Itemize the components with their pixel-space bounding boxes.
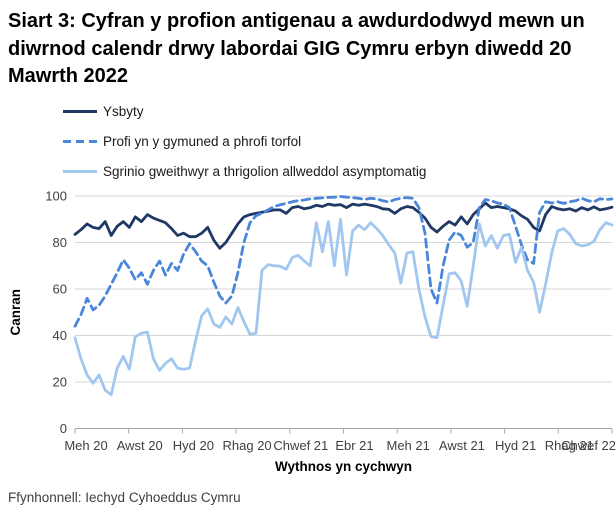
legend-label: Sgrinio gweithwyr a thrigolion allweddol… [103, 163, 427, 179]
x-tick-label: Awst 21 [439, 438, 485, 453]
legend-item-profi-gymuned: Profi yn y gymuned a phrofi torfol [62, 133, 616, 150]
x-tick-label: Meh 20 [64, 438, 107, 453]
y-tick-label: 80 [53, 235, 67, 250]
x-axis-title: Wythnos yn cychwyn [275, 459, 412, 474]
x-tick-label: Hyd 21 [495, 438, 536, 453]
x-tick-label: Hyd 20 [173, 438, 214, 453]
y-tick-label: 40 [53, 328, 67, 343]
y-tick-label: 0 [60, 421, 67, 436]
x-tick-label: Rhag 20 [223, 438, 272, 453]
x-tick-label: Rhag 21 [545, 438, 594, 453]
legend-item-ysbyty: Ysbyty [62, 103, 616, 120]
series-line-profi-gymuned [73, 194, 614, 328]
source-note: Ffynhonnell: Iechyd Cyhoeddus Cymru [8, 489, 241, 505]
legend-swatch-ysbyty [63, 109, 97, 113]
legend-label: Profi yn y gymuned a phrofi torfol [103, 133, 302, 149]
y-tick-label: 60 [53, 281, 67, 296]
legend: Ysbyty Profi yn y gymuned a phrofi torfol… [62, 103, 616, 180]
y-axis-title: Canran [8, 289, 23, 336]
x-tick-label: Meh 21 [387, 438, 430, 453]
x-tick-label: Chwef 22 [561, 438, 616, 453]
chart-title: Siart 3: Cyfran y profion antigenau a aw… [8, 10, 585, 88]
x-tick-label: Awst 20 [117, 438, 163, 453]
x-tick-label: Ebr 21 [335, 438, 373, 453]
legend-swatch-profi-gymuned [63, 139, 97, 143]
series-line-sgrinio [73, 217, 614, 396]
y-tick-label: 100 [45, 188, 67, 203]
series-line-ysbyty [73, 201, 614, 250]
legend-item-sgrinio: Sgrinio gweithwyr a thrigolion allweddol… [62, 163, 616, 180]
legend-swatch-sgrinio [63, 169, 97, 173]
legend-label: Ysbyty [103, 103, 144, 119]
y-tick-label: 20 [53, 374, 67, 389]
x-tick-label: Chwef 21 [273, 438, 328, 453]
